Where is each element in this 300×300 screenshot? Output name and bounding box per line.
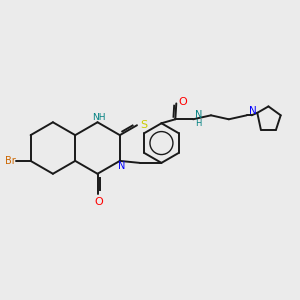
Text: NH: NH — [92, 113, 105, 122]
Text: S: S — [140, 120, 148, 130]
Text: O: O — [179, 98, 188, 107]
Text: N: N — [249, 106, 256, 116]
Text: Br: Br — [5, 156, 16, 166]
Text: N: N — [195, 110, 202, 120]
Text: N: N — [118, 161, 125, 171]
Text: H: H — [195, 119, 202, 128]
Text: O: O — [94, 196, 103, 206]
